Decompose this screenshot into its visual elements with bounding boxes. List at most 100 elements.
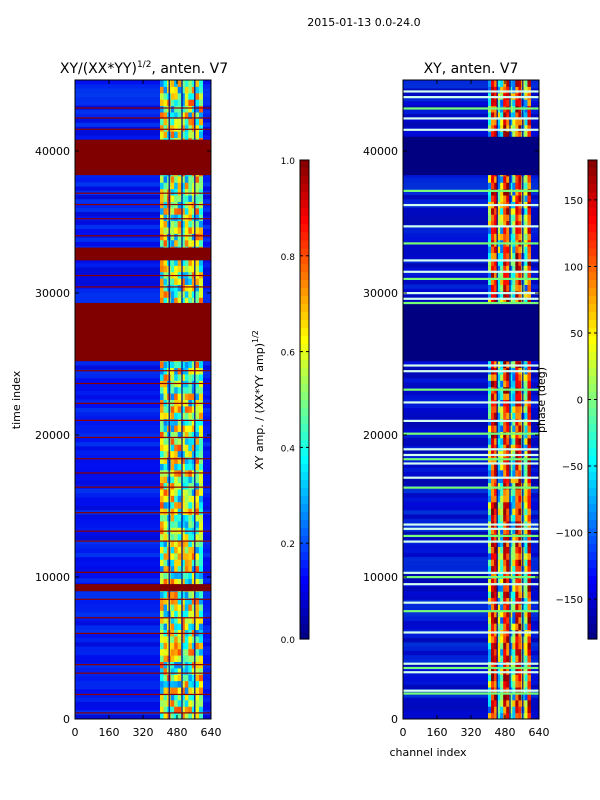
heatmap-cell bbox=[160, 444, 165, 452]
heatmap-cell bbox=[500, 463, 504, 471]
heatmap-cell bbox=[174, 597, 179, 605]
heatmap-cell bbox=[524, 655, 528, 662]
heatmap-row bbox=[403, 548, 539, 553]
heatmap-cell bbox=[494, 214, 498, 222]
heatmap-cell bbox=[491, 188, 495, 196]
heatmap-cell bbox=[491, 623, 495, 631]
heatmap-row bbox=[75, 114, 211, 119]
heatmap-cell bbox=[195, 373, 200, 381]
heatmap-cell bbox=[184, 195, 189, 202]
x-tick-label: 160 bbox=[99, 726, 120, 739]
heatmap-cell bbox=[181, 297, 186, 305]
heatmap-cell bbox=[195, 99, 200, 107]
heatmap-cell bbox=[191, 699, 196, 707]
heatmap-cell bbox=[174, 258, 179, 266]
heatmap-cell bbox=[518, 546, 522, 554]
heatmap-cell bbox=[160, 508, 165, 516]
colorbar-segment bbox=[588, 351, 597, 361]
colorbar-segment bbox=[588, 239, 597, 249]
heatmap-cell bbox=[195, 233, 200, 241]
heatmap-cell bbox=[195, 405, 200, 413]
heatmap-cell bbox=[174, 457, 179, 464]
heatmap-cell bbox=[174, 207, 179, 215]
flagged-line bbox=[403, 523, 539, 526]
heatmap-row bbox=[403, 638, 539, 643]
heatmap-cell bbox=[503, 552, 507, 560]
heatmap-cell bbox=[512, 508, 516, 516]
heatmap-cell bbox=[515, 80, 519, 87]
heatmap-row bbox=[75, 544, 211, 549]
heatmap-cell bbox=[497, 118, 501, 126]
heatmap-cell bbox=[509, 597, 513, 605]
heatmap-cell bbox=[177, 265, 182, 273]
heatmap-cell bbox=[512, 572, 516, 579]
heatmap-cell bbox=[500, 482, 504, 490]
heatmap-cell bbox=[174, 514, 179, 522]
heatmap-row bbox=[403, 250, 539, 255]
heatmap-cell bbox=[527, 495, 531, 503]
heatmap-cell bbox=[184, 693, 189, 701]
heatmap-cell bbox=[191, 431, 196, 439]
heatmap-cell bbox=[491, 578, 495, 586]
heatmap-cell bbox=[512, 418, 516, 426]
heatmap-cell bbox=[491, 246, 495, 254]
colorbar-segment bbox=[300, 615, 309, 624]
heatmap-cell bbox=[163, 559, 168, 567]
heatmap-cell bbox=[524, 195, 528, 202]
heatmap-cell bbox=[163, 540, 168, 547]
heatmap-cell bbox=[170, 175, 175, 183]
heatmap-cell bbox=[163, 175, 168, 183]
heatmap-row bbox=[403, 177, 539, 183]
colorbar-segment bbox=[300, 535, 309, 544]
heatmap-cell bbox=[188, 642, 193, 650]
heatmap-cell bbox=[160, 597, 165, 605]
heatmap-cell bbox=[494, 265, 498, 273]
heatmap-cell bbox=[509, 584, 513, 592]
heatmap-cell bbox=[195, 559, 200, 567]
heatmap-cell bbox=[191, 425, 196, 432]
heatmap-row bbox=[75, 365, 211, 370]
heatmap-cell bbox=[509, 565, 513, 573]
heatmap-cell bbox=[506, 572, 510, 579]
heatmap-cell bbox=[515, 188, 519, 196]
heatmap-cell bbox=[195, 648, 200, 656]
heatmap-cell bbox=[512, 476, 516, 484]
heatmap-cell bbox=[506, 501, 510, 509]
heatmap-cell bbox=[488, 380, 492, 388]
heatmap-cell bbox=[509, 297, 513, 305]
heatmap-cell bbox=[524, 425, 528, 432]
heatmap-cell bbox=[497, 111, 501, 119]
heatmap-cell bbox=[191, 412, 196, 420]
heatmap-cell bbox=[177, 597, 182, 605]
heatmap-cell bbox=[170, 501, 175, 509]
heatmap-cell bbox=[488, 616, 492, 624]
heatmap-cell bbox=[198, 418, 203, 426]
heatmap-cell bbox=[163, 386, 168, 394]
heatmap-cell bbox=[198, 533, 203, 541]
heatmap-cell bbox=[512, 680, 516, 688]
heatmap-cell bbox=[503, 693, 507, 701]
heatmap-cell bbox=[160, 687, 165, 694]
heatmap-cell bbox=[524, 175, 528, 183]
heatmap-row bbox=[75, 655, 211, 660]
heatmap-cell bbox=[503, 431, 507, 439]
heatmap-cell bbox=[160, 680, 165, 688]
heatmap-cell bbox=[497, 425, 501, 432]
heatmap-cell bbox=[518, 655, 522, 662]
heatmap-cell bbox=[524, 131, 528, 139]
heatmap-cell bbox=[515, 680, 519, 688]
heatmap-cell bbox=[181, 418, 186, 426]
heatmap-cell bbox=[184, 667, 189, 675]
heatmap-cell bbox=[163, 207, 168, 215]
heatmap-cell bbox=[500, 131, 504, 139]
heatmap-cell bbox=[198, 667, 203, 675]
heatmap-cell bbox=[512, 469, 516, 477]
heatmap-cell bbox=[506, 207, 510, 215]
heatmap-cell bbox=[174, 495, 179, 503]
heatmap-cell bbox=[184, 175, 189, 183]
heatmap-cell bbox=[524, 124, 528, 132]
heatmap-cell bbox=[184, 105, 189, 113]
heatmap-cell bbox=[195, 188, 200, 196]
heatmap-cell bbox=[491, 559, 495, 567]
colorbar-segment bbox=[588, 607, 597, 616]
